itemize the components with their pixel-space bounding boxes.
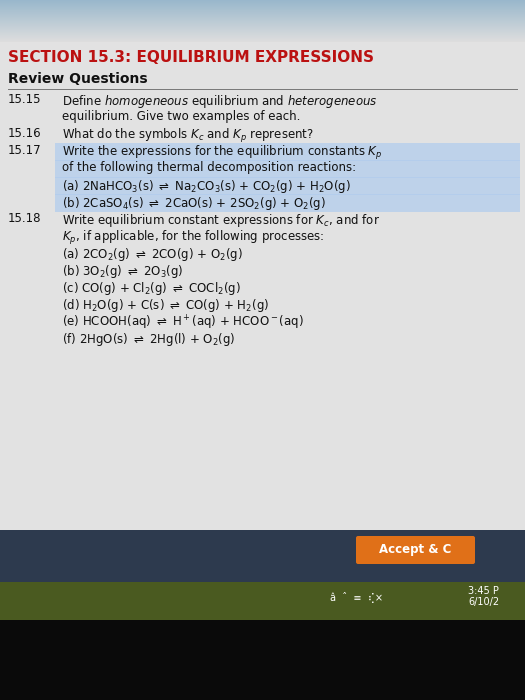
Bar (0, 582, 525, 620)
Text: 15.17: 15.17 (8, 144, 41, 157)
FancyBboxPatch shape (356, 536, 475, 564)
Text: Accept & C: Accept & C (379, 543, 452, 556)
Bar (55, 176, 520, 195)
Text: 15.16: 15.16 (8, 127, 41, 140)
Text: (b) 2CaSO$_4$(s) $\rightleftharpoons$ 2CaO(s) + 2SO$_2$(g) + O$_2$(g): (b) 2CaSO$_4$(s) $\rightleftharpoons$ 2C… (62, 195, 326, 212)
Text: (d) H$_2$O(g) + C(s) $\rightleftharpoons$ CO(g) + H$_2$(g): (d) H$_2$O(g) + C(s) $\rightleftharpoons… (62, 297, 269, 314)
Text: SECTION 15.3: EQUILIBRIUM EXPRESSIONS: SECTION 15.3: EQUILIBRIUM EXPRESSIONS (8, 50, 374, 65)
Bar (0, 42, 525, 530)
Text: Review Questions: Review Questions (8, 72, 148, 86)
Text: 6/10/2: 6/10/2 (468, 597, 499, 607)
Text: Write the expressions for the equilibrium constants $\it{K}_p$: Write the expressions for the equilibriu… (62, 144, 383, 162)
Text: 3:45 P: 3:45 P (468, 586, 499, 596)
Text: (a) 2NaHCO$_3$(s) $\rightleftharpoons$ Na$_2$CO$_3$(s) + CO$_2$(g) + H$_2$O(g): (a) 2NaHCO$_3$(s) $\rightleftharpoons$ N… (62, 178, 351, 195)
Text: What do the symbols $\it{K}_c$ and $\it{K}_p$ represent?: What do the symbols $\it{K}_c$ and $\it{… (62, 127, 314, 145)
Text: equilibrium. Give two examples of each.: equilibrium. Give two examples of each. (62, 110, 300, 123)
Text: $\it{K}_p$, if applicable, for the following processes:: $\it{K}_p$, if applicable, for the follo… (62, 229, 324, 247)
Text: Define $\it{homogeneous}$ equilibrium and $\it{heterogeneous}$: Define $\it{homogeneous}$ equilibrium an… (62, 93, 377, 110)
Text: 15.15: 15.15 (8, 93, 41, 106)
Text: (c) CO(g) + Cl$_2$(g) $\rightleftharpoons$ COCl$_2$(g): (c) CO(g) + Cl$_2$(g) $\rightleftharpoon… (62, 280, 241, 297)
Text: (f) 2HgO(s) $\rightleftharpoons$ 2Hg(l) + O$_2$(g): (f) 2HgO(s) $\rightleftharpoons$ 2Hg(l) … (62, 331, 235, 348)
Text: (b) 3O$_2$(g) $\rightleftharpoons$ 2O$_3$(g): (b) 3O$_2$(g) $\rightleftharpoons$ 2O$_3… (62, 263, 183, 280)
Bar (0, 530, 525, 582)
Bar (0, 620, 525, 700)
Bar (55, 160, 520, 178)
Bar (55, 193, 520, 211)
Text: (a) 2CO$_2$(g) $\rightleftharpoons$ 2CO(g) + O$_2$(g): (a) 2CO$_2$(g) $\rightleftharpoons$ 2CO(… (62, 246, 243, 263)
Text: â  ˆ  ≡  ⢎×: â ˆ ≡ ⢎× (330, 592, 383, 603)
Text: (e) HCOOH(aq) $\rightleftharpoons$ H$^+$(aq) + HCOO$^-$(aq): (e) HCOOH(aq) $\rightleftharpoons$ H$^+$… (62, 314, 304, 332)
Text: 15.18: 15.18 (8, 212, 41, 225)
Text: Write equilibrium constant expressions for $\it{K}_c$, and for: Write equilibrium constant expressions f… (62, 212, 380, 229)
Bar (55, 143, 520, 160)
Text: of the following thermal decomposition reactions:: of the following thermal decomposition r… (62, 161, 356, 174)
